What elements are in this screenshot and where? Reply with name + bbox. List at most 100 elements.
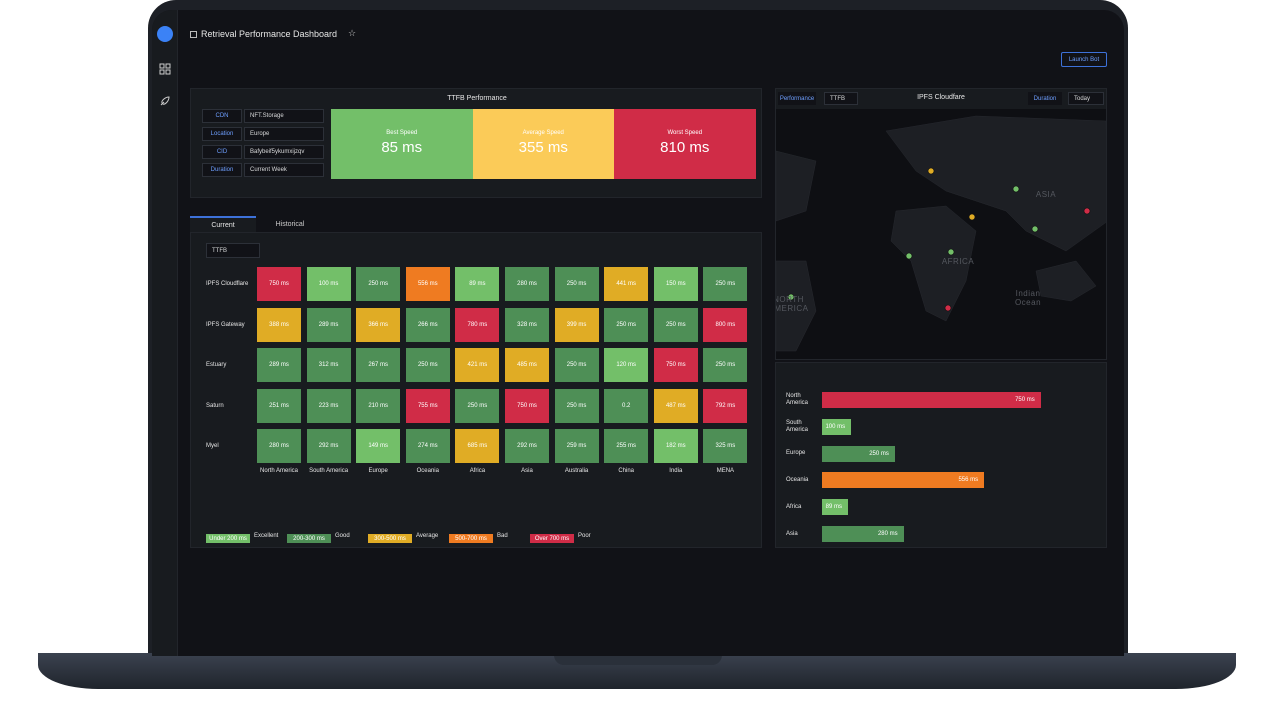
bar: 280 ms	[822, 526, 904, 542]
heatmap-cell: 487 ms	[653, 388, 698, 423]
rocket-icon[interactable]	[159, 95, 171, 107]
heatmap-cell: 250 ms	[604, 307, 649, 342]
metric-select[interactable]: TTFB	[206, 243, 260, 258]
heatmap-cell: 292 ms	[306, 429, 351, 463]
bar: 100 ms	[822, 418, 852, 435]
heatmap-cell: 685 ms	[455, 429, 500, 463]
sidebar	[152, 10, 178, 656]
filter-select[interactable]: Bafybeif5ykumxijzqv	[244, 145, 324, 159]
tab[interactable]: Current	[190, 216, 256, 232]
heatmap-cell: 750 ms	[257, 267, 301, 301]
heatmap-cell: 280 ms	[505, 267, 549, 301]
bar-value-label: 100 ms	[825, 423, 846, 430]
heatmap-cell: 792 ms	[703, 388, 748, 423]
metric-select[interactable]: TTFB	[824, 92, 858, 105]
dashboard: Retrieval Performance Dashboard ☆ Launch B…	[152, 10, 1124, 656]
bar: 750 ms	[822, 392, 1041, 408]
map-label: AFRICA	[941, 257, 975, 266]
screen: Retrieval Performance Dashboard ☆ Launch B…	[152, 10, 1124, 656]
filter-label: CID	[202, 145, 242, 159]
filter-select[interactable]: Europe	[244, 127, 324, 141]
bar-value-label: 89 ms	[825, 504, 842, 511]
heatmap-cell: 120 ms	[604, 348, 649, 382]
stat-card: Average Speed 355 ms	[472, 109, 614, 179]
heatmap-cell: 289 ms	[257, 348, 301, 382]
heatmap-cell: 267 ms	[356, 348, 401, 382]
map-label: Indian Ocean	[1014, 289, 1042, 307]
duration-select[interactable]: Today	[1068, 92, 1104, 105]
heatmap-cell: 149 ms	[356, 429, 401, 463]
map-title: IPFS Cloudfare	[917, 94, 965, 101]
tab[interactable]: Historical	[275, 220, 305, 228]
stat-value: 355 ms	[518, 139, 568, 156]
stat-label: Average Speed	[522, 130, 564, 136]
bar-category: South America	[786, 419, 809, 433]
stat-value: 810 ms	[660, 139, 710, 156]
column-label: South America	[309, 468, 349, 474]
heatmap-cell: 485 ms	[505, 348, 549, 382]
row-label: IPFS Cloudflare	[206, 281, 249, 287]
ttfb-title: TTFB Performance	[447, 95, 507, 102]
heatmap-cell: 89 ms	[455, 267, 500, 301]
heatmap-cell: 250 ms	[356, 267, 401, 301]
heatmap-cell: 280 ms	[257, 429, 301, 463]
map-panel: Performance TTFB IPFS Cloudfare Duration Tod…	[775, 88, 1107, 360]
column-label: Australia	[564, 468, 589, 474]
heatmap-cell: 274 ms	[405, 429, 450, 463]
heatmap-cell: 292 ms	[505, 429, 549, 463]
bar: 556 ms	[822, 472, 985, 489]
logo[interactable]	[157, 26, 173, 42]
stat-label: Best Speed	[386, 130, 418, 136]
filter-label: CDN	[202, 109, 242, 123]
world-map[interactable]	[776, 111, 1107, 360]
heatmap-cell: 421 ms	[455, 348, 500, 382]
heatmap-cell: 556 ms	[405, 267, 450, 301]
heatmap-cell: 150 ms	[653, 267, 698, 301]
stat-card: Worst Speed 810 ms	[614, 109, 756, 179]
heatmap-cell: 251 ms	[257, 388, 301, 423]
legend-label: Excellent	[254, 533, 279, 539]
bar-value-label: 556 ms	[958, 477, 979, 484]
heatmap-cell: 259 ms	[554, 429, 599, 463]
column-label: China	[618, 468, 635, 474]
heatmap-cell: 250 ms	[554, 267, 599, 301]
filter-select[interactable]: Current Week	[244, 163, 324, 177]
grid-icon	[190, 31, 197, 38]
heatmap-cell: 441 ms	[604, 267, 649, 301]
dashboards-icon[interactable]	[159, 63, 171, 75]
bar-value-label: 280 ms	[877, 531, 898, 537]
heatmap-cell: 750 ms	[653, 348, 698, 382]
filter-select[interactable]: NFT.Storage	[244, 109, 324, 123]
bar-category: North America	[786, 393, 809, 406]
map-header	[776, 89, 1106, 109]
heatmap-cell: 750 ms	[505, 388, 549, 423]
laptop-notch	[554, 653, 722, 665]
heatmap-cell: 182 ms	[653, 429, 698, 463]
heatmap-cell: 388 ms	[257, 307, 301, 342]
heatmap-cell: 289 ms	[306, 307, 351, 342]
bar: 250 ms	[822, 445, 895, 462]
bar-value-label: 250 ms	[869, 450, 889, 457]
column-label: Oceania	[416, 468, 439, 474]
stat-value: 85 ms	[381, 139, 423, 156]
row-label: Estuary	[206, 362, 227, 368]
legend-swatch: Under 200 ms	[206, 534, 250, 543]
bar-category: Asia	[786, 530, 798, 537]
bar: 89 ms	[822, 499, 848, 516]
column-label: North America	[259, 468, 298, 474]
ttfb-panel: TTFB Performance CDN NFT.Storage Location Eu…	[190, 88, 762, 198]
map-label: ASIA	[1035, 190, 1057, 199]
launch-button[interactable]: Launch Bot	[1061, 52, 1107, 67]
heatmap-panel: TTFB IPFS Cloudflare 750 ms 100 ms 250 ms 556…	[190, 232, 762, 548]
heatmap-cell: 328 ms	[505, 307, 549, 342]
column-label: Africa	[469, 468, 486, 474]
bar-category: Africa	[786, 503, 802, 510]
map-label: NORTH AMERICA	[775, 295, 809, 313]
bar-panel: North America 750 ms South America 100 ms Eu…	[775, 362, 1107, 548]
star-icon[interactable]: ☆	[348, 28, 357, 38]
legend-label: Bad	[497, 533, 508, 539]
legend-swatch: 500-700 ms	[449, 534, 493, 543]
filter-label: Location	[202, 127, 242, 141]
heatmap-cell: 255 ms	[604, 429, 649, 463]
